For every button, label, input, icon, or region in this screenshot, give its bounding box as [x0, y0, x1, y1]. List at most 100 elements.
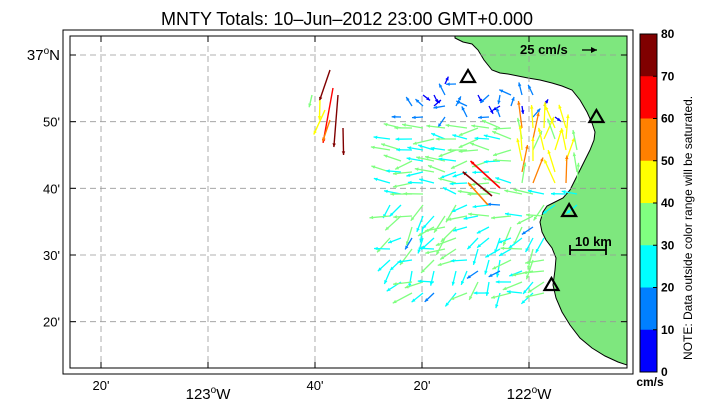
lat-label: 37oN [27, 46, 60, 64]
current-vector-head [543, 102, 547, 106]
current-vector-head [471, 124, 476, 128]
map-inner-frame [69, 35, 628, 369]
current-vector-head [499, 89, 504, 93]
current-vector-head [466, 274, 471, 279]
current-vector [538, 127, 545, 151]
current-vector-head [421, 269, 425, 273]
current-vector-head [407, 146, 412, 150]
current-vector [462, 171, 493, 197]
colorbar-swatch [640, 329, 657, 373]
current-vector-head [447, 217, 452, 221]
current-vector [554, 128, 563, 151]
current-vector-head [450, 165, 455, 169]
current-vector-head [527, 189, 532, 194]
current-vector-head [313, 130, 317, 135]
current-vector-head [377, 267, 382, 272]
current-vector-head [383, 154, 388, 158]
current-vector-head [392, 171, 397, 176]
current-vector-head [417, 232, 422, 236]
current-vector-head [434, 99, 438, 104]
current-vector-head [525, 213, 530, 217]
current-vector-head [571, 130, 576, 134]
current-vector-head [544, 99, 549, 104]
current-vector [532, 157, 544, 184]
current-vector-head [556, 117, 561, 122]
lon-label: 20' [93, 378, 110, 393]
current-vector-head [417, 279, 422, 283]
current-vector-head [488, 273, 493, 277]
lat-label: 30' [43, 248, 60, 263]
current-vector-head [430, 146, 435, 151]
current-vector-head [483, 134, 488, 138]
current-vector-head [434, 228, 438, 233]
current-vector-head [492, 106, 497, 111]
current-vector-head [410, 216, 415, 221]
current-vector-head [530, 105, 534, 109]
current-vector-head [418, 246, 423, 251]
current-vector-head [452, 134, 457, 138]
current-vector-head [560, 128, 564, 132]
current-vector-head [474, 136, 479, 141]
current-vector-head [416, 156, 421, 160]
current-vector-head [467, 245, 472, 250]
current-vector [516, 138, 523, 162]
current-vector-head [322, 137, 326, 142]
current-vector-head [498, 239, 503, 244]
current-vector-head [493, 152, 497, 157]
current-vector-head [385, 169, 390, 173]
colorbar-tick-label: 10 [661, 323, 675, 337]
current-vector-head [540, 157, 544, 162]
current-vector-head [383, 122, 388, 127]
current-vector-head [317, 116, 322, 120]
current-vector-head [419, 178, 424, 182]
current-vector [519, 125, 523, 151]
current-vector-head [437, 123, 442, 128]
current-vector-head [566, 114, 570, 119]
colorbar-tick-label: 50 [661, 154, 675, 168]
current-vector-head [341, 151, 346, 155]
current-vector-head [468, 212, 472, 217]
current-vector-head [504, 189, 509, 193]
current-vector-head [523, 270, 527, 275]
current-vector-head [527, 265, 531, 270]
current-vector-head [491, 215, 495, 220]
current-vector-head [566, 209, 571, 214]
current-vector-head [542, 210, 547, 214]
current-vector-head [374, 246, 378, 251]
current-vector-head [518, 125, 523, 130]
current-vector-head [550, 192, 555, 196]
current-vector-head [487, 202, 491, 207]
current-vector [565, 155, 568, 184]
colorbar-tick-label: 40 [661, 196, 675, 210]
current-vector-head [492, 265, 497, 270]
current-vector-head [513, 188, 518, 192]
current-vector-head [467, 192, 472, 196]
current-vector-head [565, 155, 569, 160]
colorbar-swatch [640, 203, 657, 246]
current-vector-head [531, 137, 535, 142]
current-vector-head [533, 216, 538, 221]
current-vector-head [558, 104, 562, 109]
current-vector-head [521, 300, 526, 304]
current-vector-head [406, 96, 410, 101]
current-vector-head [450, 296, 455, 300]
current-vector-head [508, 244, 513, 249]
current-vector-head [417, 249, 421, 254]
current-vector-head [525, 275, 530, 280]
current-vector-head [480, 99, 485, 103]
current-vector-head [492, 131, 497, 135]
current-vector-head [517, 100, 521, 105]
current-vector-head [377, 248, 381, 253]
lon-label: 40' [307, 378, 324, 393]
axis-ticks: 37oN 50' 40' 30' 20' 20' 123oW 40' 20' 122oW [27, 36, 627, 403]
current-vector-head [393, 215, 397, 219]
current-vector-head [457, 189, 462, 194]
current-vector-head [512, 272, 517, 277]
current-vector [546, 118, 556, 140]
current-vector-head [404, 285, 409, 289]
current-vector-head [571, 137, 575, 142]
current-vector-head [418, 144, 423, 148]
current-vector-head [521, 230, 526, 235]
lon-label: 122oW [507, 385, 553, 403]
